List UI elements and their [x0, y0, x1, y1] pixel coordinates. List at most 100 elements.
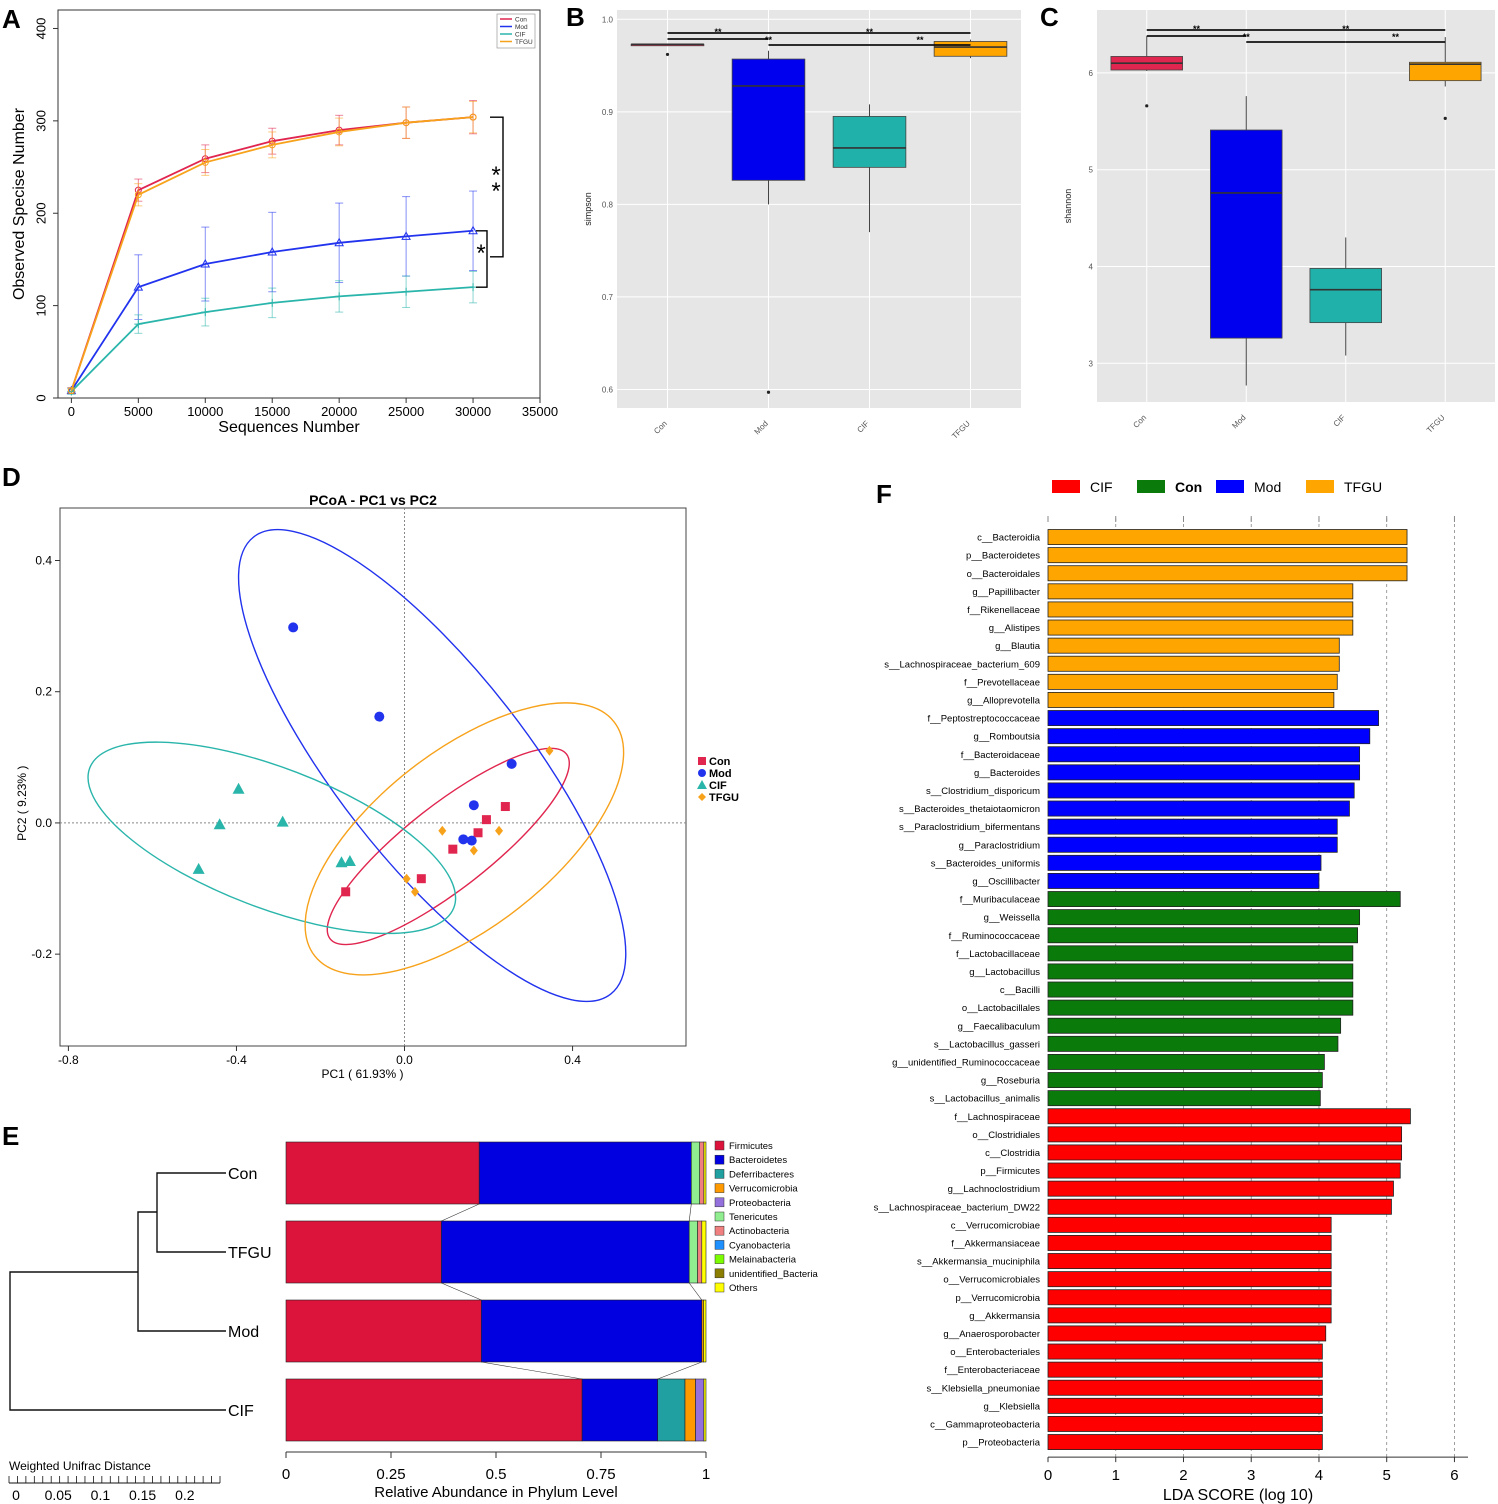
data-point — [134, 320, 143, 329]
taxon-label: s__Bacteroides_thetaiotaomicron — [899, 804, 1040, 815]
taxon-label: o__Verrucomicrobiales — [943, 1275, 1040, 1286]
shannon-boxplot: 3 4 5 6 Con Mod CIF TFGU shannon ** ** ** ** — [1063, 10, 1495, 435]
y-tick-label: 300 — [33, 110, 48, 132]
legend-swatch — [714, 1183, 725, 1193]
taxon-label: f__Rikenellaceae — [967, 605, 1040, 616]
y-tick-label: 0.4 — [35, 553, 52, 567]
data-point — [401, 231, 411, 240]
connector-line — [657, 1361, 702, 1380]
sig-star: * — [491, 162, 500, 189]
bar-segment-others — [703, 1141, 707, 1205]
ellipse-cif — [87, 741, 457, 935]
lda-bar-con — [1047, 909, 1361, 926]
legend-swatch — [714, 1282, 725, 1293]
legend-marker — [698, 757, 706, 765]
taxon-label: g__Papillibacter — [972, 587, 1040, 598]
box-tfgu — [1409, 61, 1482, 82]
taxon-label: o__Lactobacillales — [962, 1003, 1040, 1014]
taxon-label: g__Anaerosporobacter — [943, 1329, 1040, 1340]
simpson-boxplot: 0.6 0.7 0.8 0.9 1.0 Con Mod CIF TFGU simpson ** ** *… — [583, 10, 1021, 441]
sig-label: ** — [866, 27, 874, 37]
x-tick-label: 10000 — [187, 404, 223, 419]
y-tick-label: 3 — [1089, 359, 1094, 368]
bar-segment-firmicutes — [285, 1220, 442, 1284]
lda-bar-cif — [1047, 1271, 1332, 1288]
data-point — [402, 119, 410, 127]
legend-swatch — [1137, 480, 1165, 493]
plot-frame — [59, 507, 687, 1047]
bar-segment-actinobacteria — [699, 1141, 705, 1205]
point-con — [416, 874, 426, 884]
lda-bar-cif — [1047, 1235, 1332, 1251]
ellipse-con — [326, 747, 570, 946]
lda-bar-cif — [1047, 1416, 1323, 1432]
point-tfgu — [402, 873, 411, 884]
y-tick-label: 0.0 — [35, 816, 52, 830]
data-point — [134, 191, 142, 199]
lda-bar-cif — [1047, 1144, 1403, 1161]
taxon-label: s__Lactobacillus_gasseri — [934, 1039, 1040, 1050]
taxon-label: g__Blautia — [995, 641, 1041, 652]
data-point — [267, 247, 278, 256]
panel-background — [617, 10, 1021, 408]
taxon-label: g__Klebsiella — [983, 1401, 1040, 1412]
legend-label: TFGU — [515, 39, 533, 46]
sig-label: ** — [1342, 24, 1350, 34]
lda-bar-tfgu — [1047, 655, 1340, 672]
y-tick-label: 6 — [1089, 69, 1094, 78]
lda-bar-con — [1047, 1090, 1321, 1107]
legend-label: Verrucomicrobia — [729, 1184, 798, 1195]
lda-bar-tfgu — [1047, 619, 1354, 636]
point-con — [481, 815, 491, 825]
taxon-label: c__Bacilli — [1000, 985, 1040, 996]
lda-bar-tfgu — [1047, 547, 1408, 564]
connector-line — [688, 1203, 692, 1222]
x-axis-title: Relative Abundance in Phylum Level — [374, 1484, 618, 1501]
box-cif — [1309, 268, 1382, 324]
box-mod — [1210, 129, 1283, 339]
x-axis-title: PC1 ( 61.93% ) — [321, 1067, 403, 1081]
lda-bar-mod — [1047, 746, 1361, 763]
legend-label: Mod — [515, 24, 528, 31]
connector-line — [441, 1203, 480, 1222]
bar-segment-proteobacteria — [695, 1378, 705, 1442]
y-tick-label: 0.2 — [35, 685, 52, 699]
taxon-label: s__Clostridium_disporicum — [926, 786, 1040, 797]
lda-bar-mod — [1047, 873, 1320, 889]
scale-label: 0.1 — [91, 1487, 111, 1503]
lda-bar-mod — [1047, 854, 1322, 871]
lda-bar-cif — [1047, 1216, 1332, 1233]
panel-label-d: D — [2, 462, 21, 492]
taxon-label: g__Romboutsia — [973, 732, 1040, 743]
legend-swatch — [714, 1211, 725, 1222]
legend-label: Tenericutes — [729, 1212, 778, 1223]
taxon-label: g__unidentified_Ruminococcaceae — [892, 1057, 1040, 1068]
lda-bar-con — [1047, 981, 1354, 998]
taxon-label: s__Lachnospiraceae_bacterium_DW22 — [874, 1202, 1040, 1213]
taxon-label: s__Klebsiella_pneumoniae — [926, 1383, 1040, 1394]
lda-bar-cif — [1047, 1289, 1332, 1306]
ellipse-mod — [237, 528, 627, 1003]
data-point — [200, 259, 211, 268]
legend-swatch — [714, 1169, 725, 1179]
bar-segment-tenericutes — [688, 1220, 698, 1284]
x-tick-label: 0 — [1044, 1467, 1052, 1484]
taxon-label: c__Clostridia — [985, 1148, 1041, 1159]
lda-bar-con — [1047, 1054, 1325, 1070]
scale-label: 0 — [12, 1487, 20, 1503]
legend-label: Deferribacteres — [729, 1169, 794, 1180]
x-tick-label: -0.8 — [58, 1053, 79, 1067]
taxon-label: s__Akkermansia_muciniphila — [917, 1257, 1041, 1268]
outlier-point — [766, 390, 771, 394]
bar-segment-bacteroidetes — [480, 1299, 703, 1363]
x-tick-label: 0 — [68, 404, 75, 419]
point-cif — [276, 815, 289, 827]
point-con — [473, 828, 483, 838]
lda-bar-cif — [1047, 1180, 1394, 1197]
taxon-label: f__Lachnospiraceae — [954, 1112, 1040, 1123]
bar-segment-actinobacteria — [697, 1220, 703, 1284]
scale-label: 0.2 — [175, 1487, 195, 1503]
data-point — [201, 308, 210, 317]
legend-label: Mod — [1254, 479, 1281, 495]
